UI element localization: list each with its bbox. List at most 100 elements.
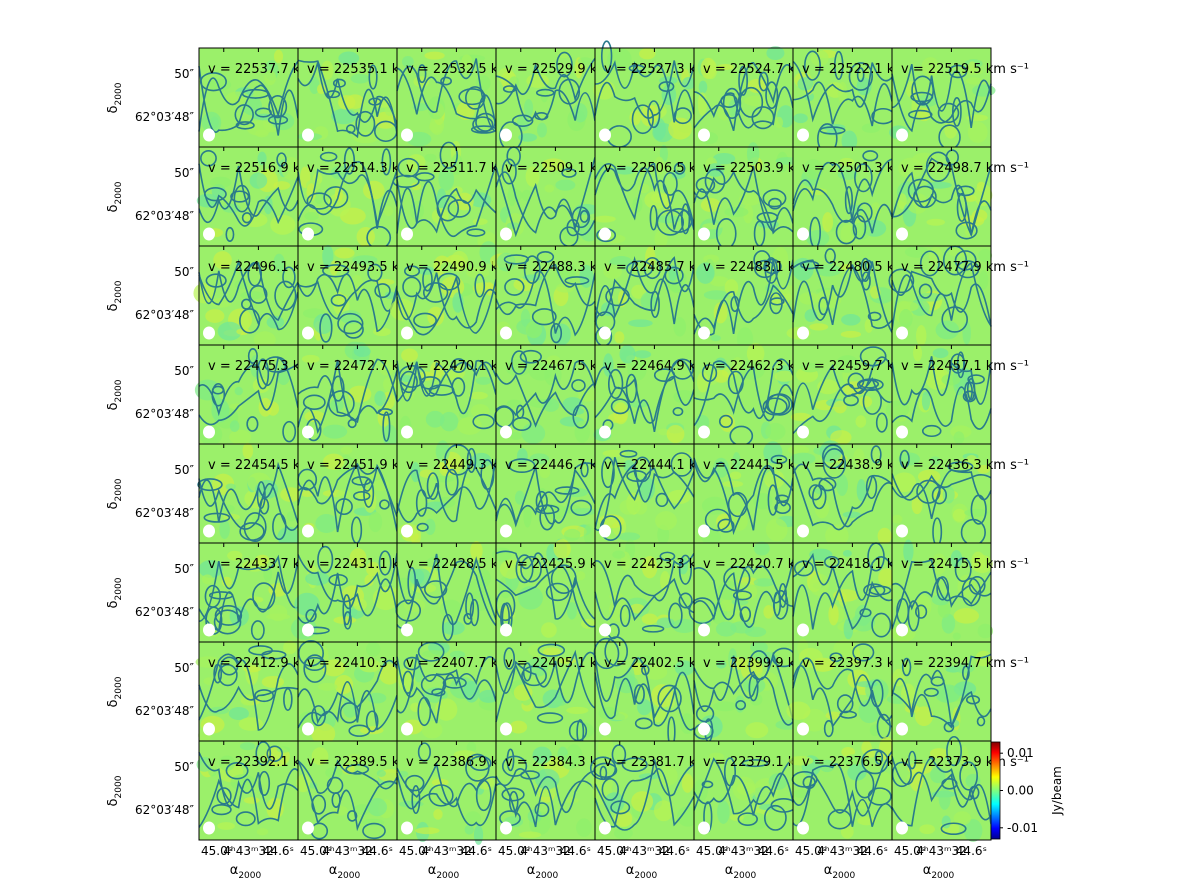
intensity-blob [763, 605, 774, 619]
intensity-blob [614, 810, 633, 828]
channel-panel: v = 22475.3 km s⁻¹ [194, 344, 299, 446]
intensity-blob [724, 206, 749, 218]
channel-panel: v = 22535.1 km s⁻¹ [297, 47, 398, 148]
channel-panel: v = 22410.3 km s⁻¹ [297, 640, 400, 745]
contour-loop [246, 416, 259, 432]
x-axis-label: α2000 [923, 863, 955, 881]
contour-loop [545, 582, 570, 602]
intensity-blob [952, 508, 966, 522]
velocity-label: v = 22412.9 km s⁻¹ [208, 656, 336, 671]
contour-loop [852, 643, 875, 662]
intensity-blob [573, 103, 588, 123]
contour-loop [936, 576, 950, 601]
beam-ellipse [500, 227, 512, 241]
intensity-blob [653, 800, 674, 822]
contour-loop [867, 311, 882, 322]
contour-loop [474, 273, 486, 298]
contour-loop [469, 755, 492, 771]
contour-loop [311, 705, 326, 727]
channel-panel: v = 22384.3 km s⁻¹ [495, 740, 596, 841]
intensity-blob [427, 306, 445, 326]
contour-loop [829, 652, 843, 663]
x-axis-label-sub: 2000 [931, 871, 954, 881]
channel-panel: v = 22516.9 km s⁻¹ [196, 146, 302, 247]
intensity-blob [602, 449, 626, 457]
intensity-blob [798, 647, 823, 668]
intensity-blob [330, 165, 349, 180]
contour-loop [519, 349, 542, 364]
contour-loop [656, 209, 685, 236]
colorbar-tick-label: 0.01 [1007, 746, 1034, 760]
contour-loop [628, 64, 645, 73]
contour-loop [763, 804, 787, 831]
contour-loop [793, 560, 814, 577]
intensity-blob [921, 391, 931, 411]
contour-loop [641, 624, 665, 633]
x-axis-label-sub: 2000 [535, 871, 558, 881]
intensity-blob [851, 613, 876, 632]
intensity-blob [959, 746, 969, 770]
channel-panel: v = 22503.9 km s⁻¹ [693, 142, 799, 250]
contour-loop [907, 600, 920, 632]
intensity-blob [352, 132, 379, 144]
intensity-blob [227, 550, 243, 561]
contour-loop [554, 486, 580, 495]
intensity-blob [597, 736, 614, 760]
contour-loop [531, 308, 557, 326]
velocity-label: v = 22423.3 km s⁻¹ [604, 557, 732, 572]
contour-line [495, 565, 596, 628]
contour-loop [458, 88, 486, 106]
intensity-blob [217, 321, 242, 341]
contour-loop [848, 62, 873, 91]
contour-loop [643, 257, 662, 280]
velocity-label: v = 22431.1 km s⁻¹ [307, 557, 435, 572]
beam-ellipse [698, 623, 710, 637]
x-axis-label: α2000 [527, 863, 559, 881]
contour-loop [472, 413, 495, 430]
channel-panel: v = 22532.5 km s⁻¹ [396, 47, 497, 148]
contour-loop [536, 251, 555, 263]
beam-ellipse [599, 326, 611, 340]
intensity-blob [790, 452, 816, 465]
intensity-blob [563, 528, 581, 541]
intensity-blob [553, 539, 571, 559]
contour-loop [276, 152, 287, 168]
channel-panel: v = 22472.7 km s⁻¹ [297, 341, 398, 448]
intensity-blob [855, 415, 867, 428]
intensity-blob [358, 659, 381, 673]
contour-loop [915, 604, 928, 619]
contour-loop [874, 750, 884, 765]
intensity-blob [283, 640, 297, 655]
channel-panel: v = 22529.9 km s⁻¹ [495, 47, 596, 152]
beam-ellipse [599, 524, 611, 538]
intensity-blob [367, 798, 387, 817]
intensity-blob [623, 459, 635, 472]
intensity-blob [362, 180, 385, 200]
x-tick-label: 45.0ˢ [201, 844, 232, 858]
channel-panel: v = 22457.1 km s⁻¹ [885, 344, 1029, 445]
contour-loop [345, 763, 370, 775]
intensity-blob [977, 464, 991, 474]
contour-loop [469, 598, 480, 627]
intensity-blob [350, 73, 370, 84]
contour-loop [758, 71, 769, 92]
intensity-blob [460, 477, 471, 485]
contour-loop [601, 778, 619, 801]
intensity-blob [518, 133, 537, 142]
contour-loop [515, 404, 525, 420]
beam-ellipse [896, 227, 908, 241]
x-tick-label: 45.0ˢ [597, 844, 628, 858]
intensity-blob [401, 55, 414, 68]
x-tick-label: 4ʰ43ᵐ32 [421, 844, 472, 858]
intensity-blob [366, 641, 381, 657]
contour-loop [579, 210, 590, 223]
contour-loop [600, 40, 613, 72]
intensity-blob [305, 571, 330, 586]
contour-line [495, 57, 596, 105]
intensity-blob [766, 46, 785, 61]
contour-loop [247, 347, 258, 364]
intensity-blob [435, 698, 458, 721]
y-tick-label: 62°03′48″ [135, 605, 195, 619]
intensity-blob [637, 699, 652, 716]
contour-loop [256, 358, 270, 390]
